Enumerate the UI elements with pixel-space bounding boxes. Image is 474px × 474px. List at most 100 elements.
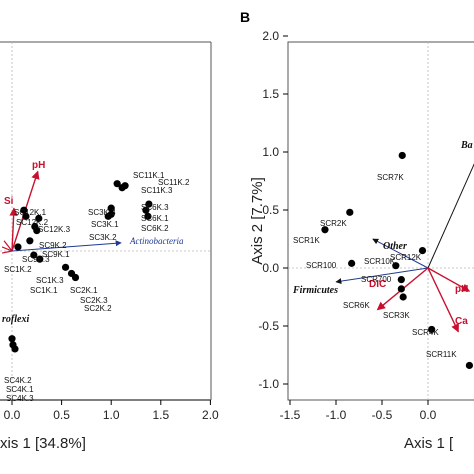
data-point bbox=[144, 212, 152, 220]
y-tick-label: 1.5 bbox=[262, 87, 279, 101]
point-label: SC1K.2 bbox=[4, 265, 32, 274]
point-label: SCR12K bbox=[390, 253, 422, 262]
y-tick-label: 2.0 bbox=[262, 29, 279, 43]
point-label: SCR2K bbox=[320, 219, 347, 228]
data-point bbox=[61, 263, 70, 271]
point-label: SC3K.3 bbox=[88, 208, 116, 217]
vector-label: Ca bbox=[455, 316, 468, 327]
point-label: SC12K.2 bbox=[16, 218, 49, 227]
vector-arrow bbox=[1, 250, 13, 254]
vector-label: DIC bbox=[369, 279, 386, 290]
point-label: SC12K.1 bbox=[14, 208, 47, 217]
point-label: SC1K.3 bbox=[36, 276, 64, 285]
point-label: SC9K.1 bbox=[42, 250, 70, 259]
point-label: SCR10K bbox=[364, 257, 396, 266]
data-point bbox=[22, 212, 30, 220]
axis-title-x: xis 1 [34.8%] bbox=[0, 435, 86, 452]
point-label: SCR11K bbox=[426, 350, 457, 359]
vector-arrow bbox=[427, 267, 459, 333]
x-tick-label: -0.5 bbox=[372, 408, 393, 422]
point-label: SC1K.1 bbox=[30, 286, 58, 295]
data-point bbox=[20, 206, 28, 214]
point-label: SC4K.2 bbox=[4, 376, 32, 385]
vector-label: pH bbox=[455, 284, 468, 295]
point-label: SC3K.2 bbox=[89, 233, 117, 242]
point-label: SC11K.2 bbox=[158, 178, 190, 187]
y-tick-label: -1.0 bbox=[258, 377, 279, 391]
panel-b-frame bbox=[287, 41, 474, 401]
point-label: SCR7K bbox=[377, 173, 404, 182]
point-label: SC11K.3 bbox=[141, 186, 173, 195]
vector-arrow bbox=[335, 267, 429, 285]
vector-label: Actinobacteria bbox=[129, 236, 184, 246]
data-point bbox=[11, 345, 19, 353]
vector-arrow bbox=[372, 238, 429, 269]
point-label: SCR4K bbox=[412, 328, 439, 337]
vector-arrow bbox=[1, 246, 13, 252]
data-point bbox=[465, 361, 473, 370]
y-tick-label: 0.5 bbox=[262, 203, 279, 217]
data-point bbox=[118, 184, 126, 192]
point-label: SC6K.1 bbox=[141, 214, 169, 223]
point-label: SC3K.1 bbox=[91, 220, 119, 229]
axis-title-x: Axis 1 [ bbox=[404, 435, 454, 452]
point-label: SC4K.3 bbox=[6, 394, 34, 403]
data-point bbox=[26, 237, 34, 245]
point-label: SC2K.2 bbox=[84, 304, 112, 313]
point-label: SC9K.3 bbox=[22, 255, 50, 264]
point-label: SCR3K bbox=[383, 311, 410, 320]
x-tick-label: 0.0 bbox=[420, 408, 437, 422]
data-point bbox=[145, 200, 153, 208]
data-point bbox=[8, 335, 16, 343]
data-point bbox=[71, 273, 80, 282]
y-tick-label: -0.5 bbox=[258, 319, 279, 333]
data-point bbox=[30, 251, 38, 259]
point-label: SC6K.3 bbox=[141, 203, 169, 212]
data-point bbox=[428, 325, 436, 334]
data-point bbox=[35, 214, 43, 222]
data-point bbox=[113, 180, 121, 188]
vector-label: Ba bbox=[460, 140, 473, 151]
data-point bbox=[392, 262, 400, 270]
x-tick-label: 0.0 bbox=[4, 408, 21, 422]
vector-arrow bbox=[11, 240, 122, 252]
point-label: SC4K.1 bbox=[6, 385, 34, 394]
axis-title-y: Axis 2 [7.7%] bbox=[249, 177, 266, 265]
data-point bbox=[397, 276, 405, 284]
vector-label: Si bbox=[4, 196, 14, 207]
data-point bbox=[397, 285, 405, 293]
x-tick-label: 1.0 bbox=[103, 408, 120, 422]
x-tick-label: -1.5 bbox=[280, 408, 301, 422]
data-point bbox=[33, 227, 41, 235]
data-point bbox=[346, 208, 354, 216]
y-tick-label: 0.0 bbox=[262, 261, 279, 275]
x-tick-label: 0.5 bbox=[53, 408, 70, 422]
point-label: SCR6K bbox=[343, 301, 370, 310]
vector-arrow bbox=[3, 240, 13, 252]
data-point bbox=[399, 293, 407, 301]
vector-arrow bbox=[9, 207, 18, 252]
x-tick-label: 2.0 bbox=[202, 408, 219, 422]
data-point bbox=[398, 151, 406, 160]
vector-arrow bbox=[427, 267, 471, 292]
data-point bbox=[418, 247, 427, 255]
data-point bbox=[36, 255, 44, 263]
point-label: SC9K.2 bbox=[39, 241, 67, 250]
data-point bbox=[107, 204, 115, 212]
x-tick-label: -1.0 bbox=[326, 408, 347, 422]
data-point bbox=[142, 206, 150, 214]
data-point bbox=[104, 212, 112, 220]
point-label: SCR1K bbox=[293, 236, 320, 245]
vector-arrow bbox=[427, 163, 474, 269]
point-label: SC11K.1 bbox=[133, 171, 165, 180]
point-label: SC6K.2 bbox=[141, 224, 169, 233]
vector-label: roflexi bbox=[2, 314, 29, 325]
x-tick-label: 1.5 bbox=[152, 408, 169, 422]
point-label: SCR100 bbox=[306, 261, 337, 270]
point-label: SC2K.3 bbox=[80, 296, 108, 305]
data-point bbox=[348, 259, 356, 267]
y-tick-label: 1.0 bbox=[262, 145, 279, 159]
point-label: SC2K.1 bbox=[70, 286, 98, 295]
vector-label: Firmicutes bbox=[292, 285, 338, 296]
